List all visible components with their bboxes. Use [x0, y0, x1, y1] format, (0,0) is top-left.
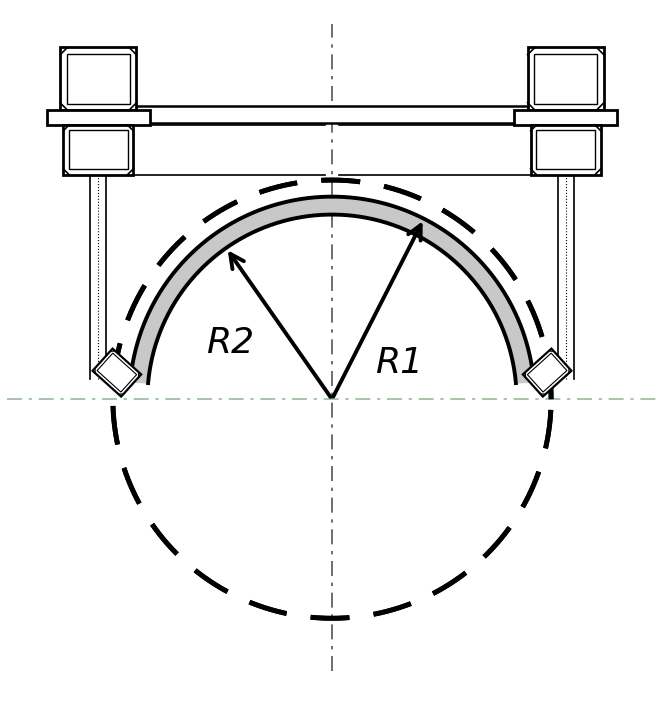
Bar	[536, 130, 596, 169]
Bar	[63, 125, 133, 174]
Bar	[531, 125, 601, 174]
Polygon shape	[92, 349, 141, 397]
Text: R1: R1	[375, 345, 423, 379]
Text: R2: R2	[206, 325, 254, 360]
Bar	[68, 130, 128, 169]
Polygon shape	[130, 197, 534, 383]
Bar	[527, 47, 604, 110]
Bar	[46, 110, 149, 125]
Bar	[67, 54, 129, 103]
Polygon shape	[523, 349, 572, 397]
Bar	[60, 47, 137, 110]
Bar	[535, 54, 597, 103]
Bar	[136, 105, 527, 123]
Bar	[514, 110, 617, 125]
